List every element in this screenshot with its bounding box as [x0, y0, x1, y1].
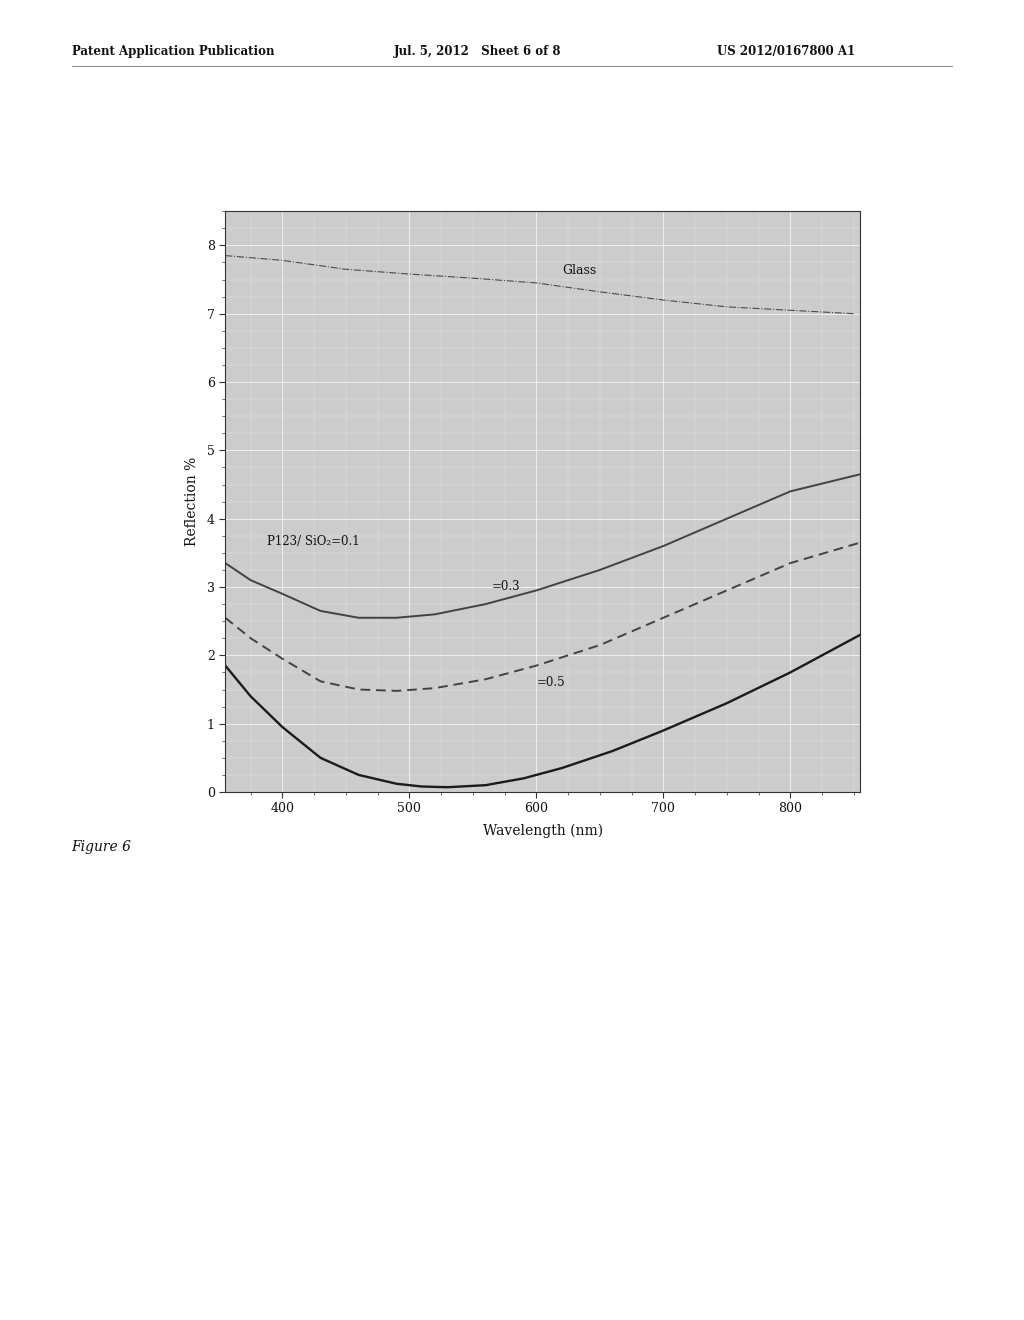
- Text: Glass: Glass: [562, 264, 596, 277]
- Text: =0.5: =0.5: [537, 676, 565, 689]
- Text: =0.3: =0.3: [492, 581, 520, 594]
- Text: Figure 6: Figure 6: [72, 841, 132, 854]
- Text: Jul. 5, 2012   Sheet 6 of 8: Jul. 5, 2012 Sheet 6 of 8: [394, 45, 562, 58]
- X-axis label: Wavelength (nm): Wavelength (nm): [482, 824, 603, 838]
- Text: Patent Application Publication: Patent Application Publication: [72, 45, 274, 58]
- Y-axis label: Reflection %: Reflection %: [184, 457, 199, 546]
- Text: P123/ SiO₂=0.1: P123/ SiO₂=0.1: [267, 535, 359, 548]
- Text: US 2012/0167800 A1: US 2012/0167800 A1: [717, 45, 855, 58]
